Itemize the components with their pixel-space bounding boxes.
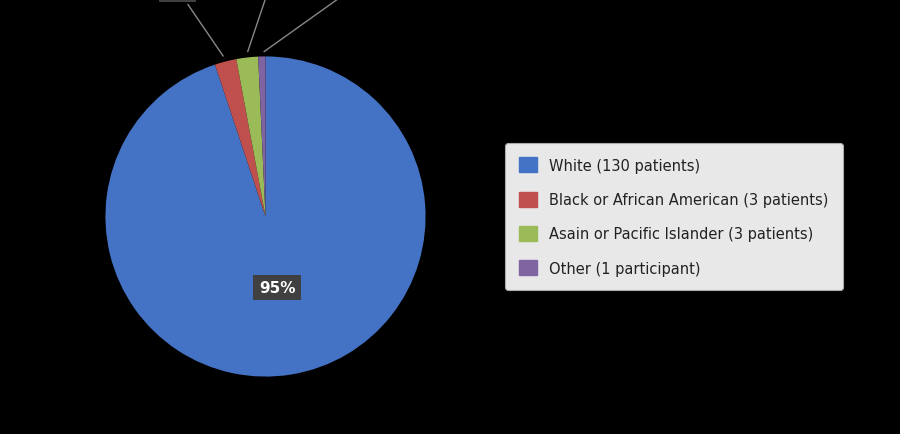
Text: 95%: 95% xyxy=(259,280,295,296)
Wedge shape xyxy=(258,57,265,217)
Text: 2%: 2% xyxy=(248,0,292,53)
Text: 2%: 2% xyxy=(165,0,223,57)
Legend: White (130 patients), Black or African American (3 patients), Asain or Pacific I: White (130 patients), Black or African A… xyxy=(505,143,842,291)
Wedge shape xyxy=(105,57,426,377)
Wedge shape xyxy=(215,60,266,217)
Wedge shape xyxy=(237,57,266,217)
Text: 1%: 1% xyxy=(264,0,382,53)
